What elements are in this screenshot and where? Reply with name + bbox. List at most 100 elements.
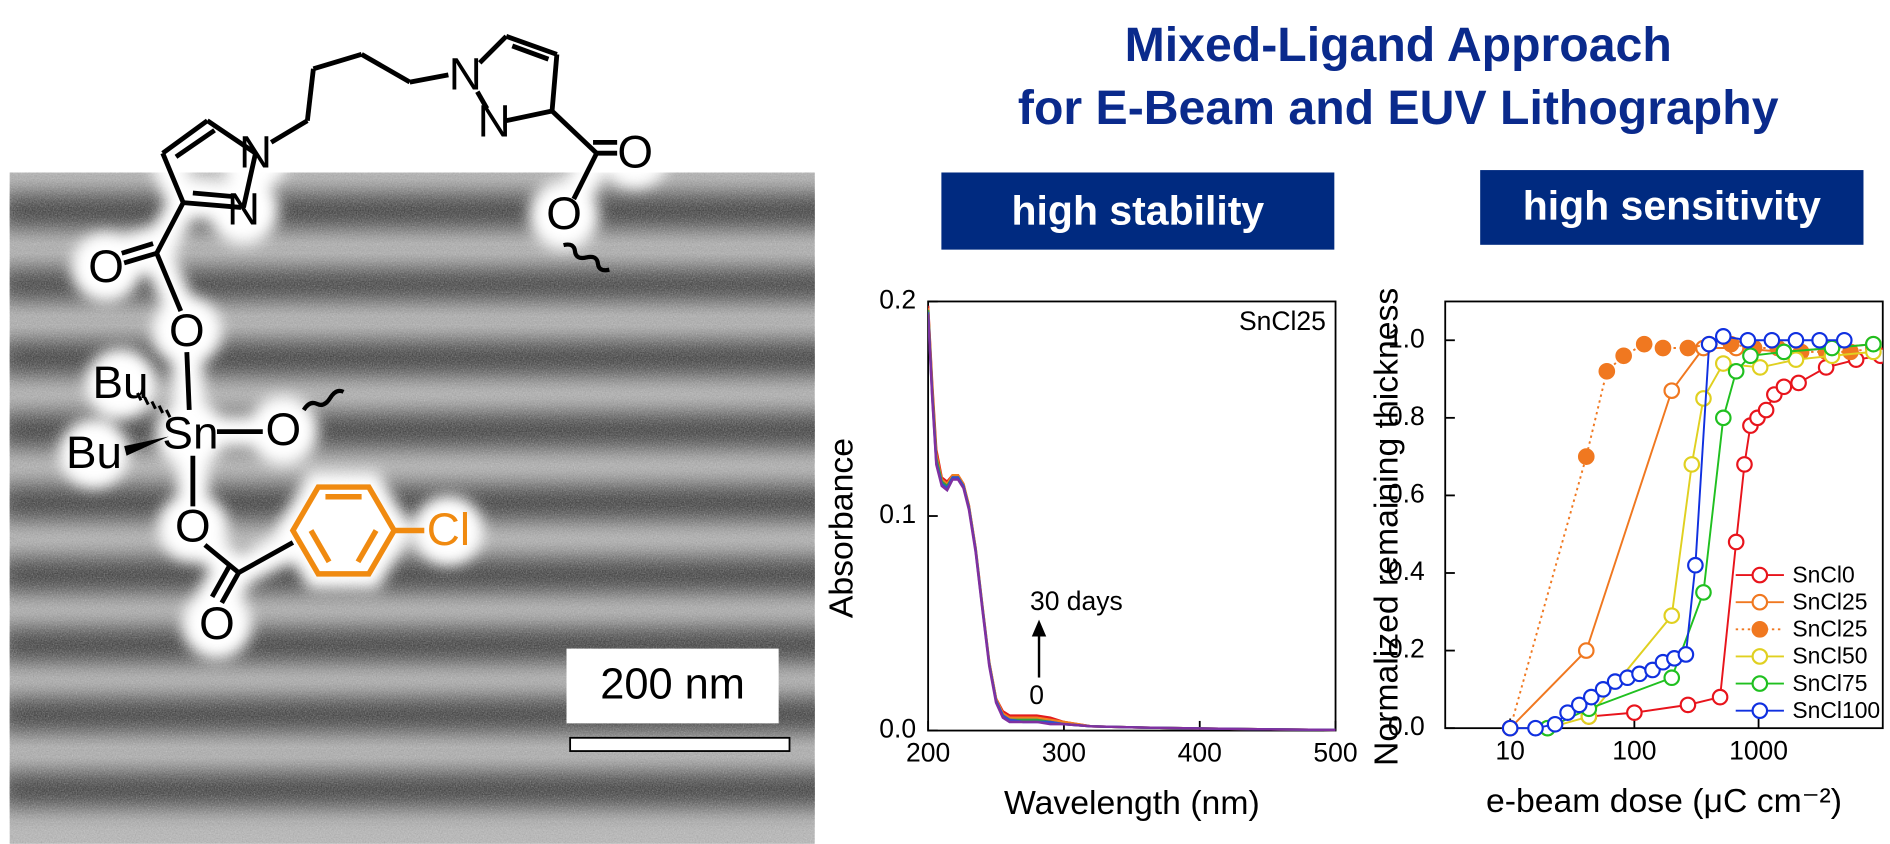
data-point	[1626, 704, 1643, 721]
scale-bar-label: 200 nm	[600, 661, 745, 709]
data-point	[1577, 448, 1595, 465]
data-point	[1714, 409, 1732, 427]
y-tick-label: 0.6	[1388, 478, 1425, 508]
title-line: Mixed-Ligand Approach	[1125, 18, 1672, 72]
data-point	[1663, 607, 1681, 624]
bond	[184, 351, 192, 411]
bond	[550, 109, 599, 155]
data-point	[1790, 374, 1807, 392]
plot-frame	[1444, 300, 1884, 730]
ring-double-bond	[308, 529, 332, 564]
legend-label: SnCl50	[1792, 643, 1867, 669]
data-point	[1570, 696, 1588, 714]
data-point	[1687, 556, 1704, 574]
bond	[154, 201, 186, 255]
data-point	[1711, 688, 1729, 706]
y-tick-label: 0.0	[1388, 711, 1425, 741]
data-point	[1751, 359, 1769, 376]
data-point	[1763, 331, 1781, 349]
legend-marker	[1751, 566, 1769, 584]
atom-label: Sn	[162, 408, 218, 459]
data-point	[1683, 456, 1701, 473]
glow-atom	[85, 348, 156, 419]
bond	[241, 152, 258, 208]
y-tick-label: 0.4	[1388, 556, 1425, 586]
data-point	[1787, 331, 1805, 349]
glow-atom	[248, 395, 319, 466]
data-point	[1594, 681, 1612, 698]
x-tick-label: 100	[1612, 735, 1656, 765]
atom-label: O	[199, 598, 235, 649]
x-tick-label: 1000	[1729, 735, 1788, 765]
hash-bond	[136, 392, 143, 401]
legend-label: SnCl25	[1792, 616, 1867, 642]
x-tick-label: 300	[1042, 738, 1086, 768]
bond	[360, 52, 412, 85]
atom-label: N	[227, 183, 260, 234]
data-point	[1663, 382, 1681, 399]
data-point	[1700, 335, 1718, 353]
bond	[304, 68, 316, 121]
legend-marker	[1751, 702, 1769, 719]
wavy-bond	[563, 242, 610, 273]
bond	[161, 118, 209, 156]
data-point	[1775, 378, 1793, 396]
data-point	[1559, 704, 1576, 721]
data-point	[1742, 347, 1759, 365]
ring-double-bond	[355, 529, 379, 564]
atom-label: Bu	[93, 357, 149, 408]
bond	[174, 128, 216, 159]
title-line: for E-Beam and EUV Lithography	[1018, 81, 1779, 135]
bond	[219, 571, 241, 604]
legend-marker	[1751, 593, 1769, 611]
data-point	[1727, 533, 1745, 551]
y-tick-label: 0.2	[879, 284, 916, 314]
bond	[123, 250, 158, 266]
atom-label: O	[175, 500, 211, 551]
data-point	[1714, 328, 1732, 345]
data-point	[1695, 390, 1712, 407]
series-group	[928, 305, 1336, 732]
legend-marker	[1751, 648, 1769, 665]
bond	[269, 118, 309, 145]
legend-label: SnCl100	[1792, 697, 1880, 723]
x-tick-label: 10	[1495, 735, 1524, 765]
y-tick-label: 1.0	[1388, 323, 1425, 353]
sem-image	[9, 172, 815, 844]
x-tick-label: 500	[1313, 738, 1357, 768]
atom-label: O	[546, 188, 582, 239]
atom-label: O	[169, 305, 205, 356]
hash-bond	[164, 409, 172, 418]
bond	[478, 34, 508, 65]
bond	[205, 118, 257, 156]
data-point	[1615, 347, 1632, 365]
data-point	[1736, 456, 1753, 473]
atom-label: Cl	[427, 504, 470, 555]
glow-atom	[71, 232, 142, 303]
bond	[160, 152, 186, 204]
wedge-bond	[124, 436, 169, 456]
bond	[237, 540, 295, 575]
scale-label-box	[566, 648, 779, 724]
data-point	[1714, 355, 1732, 372]
glow-atom	[413, 495, 484, 566]
legend-marker	[1751, 621, 1769, 638]
atom-label: N	[239, 127, 272, 178]
x-tick-label: 400	[1178, 738, 1222, 768]
bond	[154, 252, 184, 313]
glow-atom	[157, 491, 228, 562]
badge-text: high stability	[1012, 187, 1265, 233]
glow-atom	[208, 174, 279, 245]
data-point	[1865, 335, 1882, 353]
data-point	[1598, 362, 1616, 380]
atom-label: O	[88, 241, 124, 292]
bond	[409, 72, 449, 85]
bond	[549, 54, 560, 112]
y-tick-label: 0.1	[879, 499, 916, 529]
annotation: 0	[1029, 680, 1044, 710]
glow-atom	[529, 179, 600, 250]
atom-label: O	[617, 127, 653, 178]
glow-atom	[459, 86, 530, 157]
